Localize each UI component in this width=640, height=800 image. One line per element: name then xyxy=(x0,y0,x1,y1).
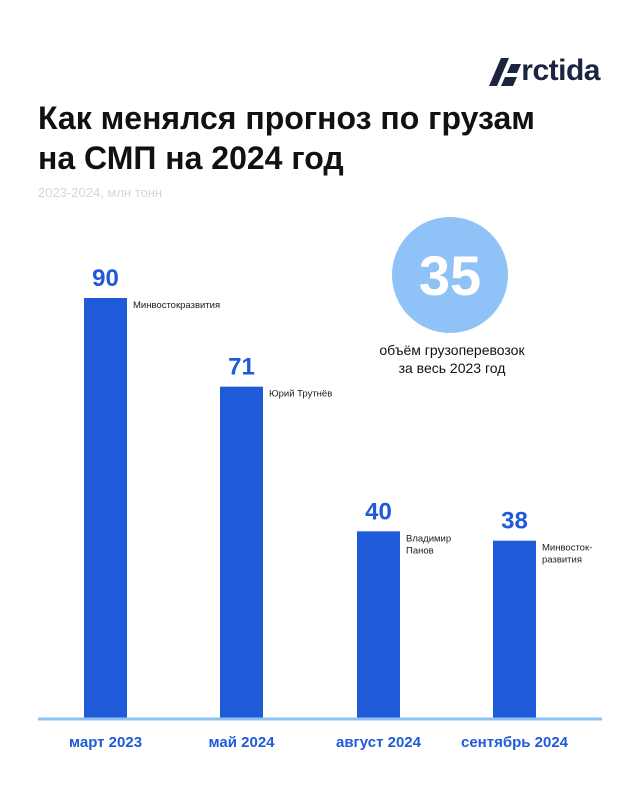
callout-circle xyxy=(392,217,508,333)
bar-4 xyxy=(493,540,536,718)
callout-caption-line-2: за весь 2023 год xyxy=(399,360,506,376)
bar-value-label-4: 38 xyxy=(501,508,528,535)
bar-source-label-1: Минвостокразвития xyxy=(133,300,220,311)
bar-source-label-3: Панов xyxy=(406,545,434,556)
callout: 35 объём грузоперевозок за весь 2023 год xyxy=(379,217,525,376)
title-line-1: Как менялся прогноз по грузам xyxy=(38,100,535,136)
brand-wordmark: rctida xyxy=(521,54,600,87)
callout-value: 35 xyxy=(419,244,481,307)
x-tick-label-4: сентябрь 2024 xyxy=(461,734,569,751)
bar-value-label-3: 40 xyxy=(365,498,392,525)
page-title: Как менялся прогноз по грузам на СМП на … xyxy=(38,98,598,178)
x-tick-label-1: март 2023 xyxy=(69,734,142,751)
bar-value-label-2: 71 xyxy=(228,354,255,381)
bar-source-label-4: развития xyxy=(542,555,582,566)
chart-subtitle: 2023-2024, млн тонн xyxy=(38,185,163,200)
bar-2 xyxy=(220,386,263,718)
bar-3 xyxy=(357,531,400,718)
x-tick-label-3: август 2024 xyxy=(336,734,422,751)
arctida-logo-mark-icon xyxy=(489,58,522,86)
bar-value-label-1: 90 xyxy=(92,265,119,292)
title-line-2: на СМП на 2024 год xyxy=(38,140,344,176)
bar-source-label-4: Минвосток- xyxy=(542,543,592,554)
x-tick-label-2: май 2024 xyxy=(209,734,276,751)
brand-logo: rctida xyxy=(487,56,600,86)
bar-1 xyxy=(84,298,127,718)
bar-source-label-3: Владимир xyxy=(406,533,451,544)
bar-source-label-2: Юрий Трутнёв xyxy=(269,389,332,400)
callout-caption-line-1: объём грузоперевозок xyxy=(379,342,525,358)
